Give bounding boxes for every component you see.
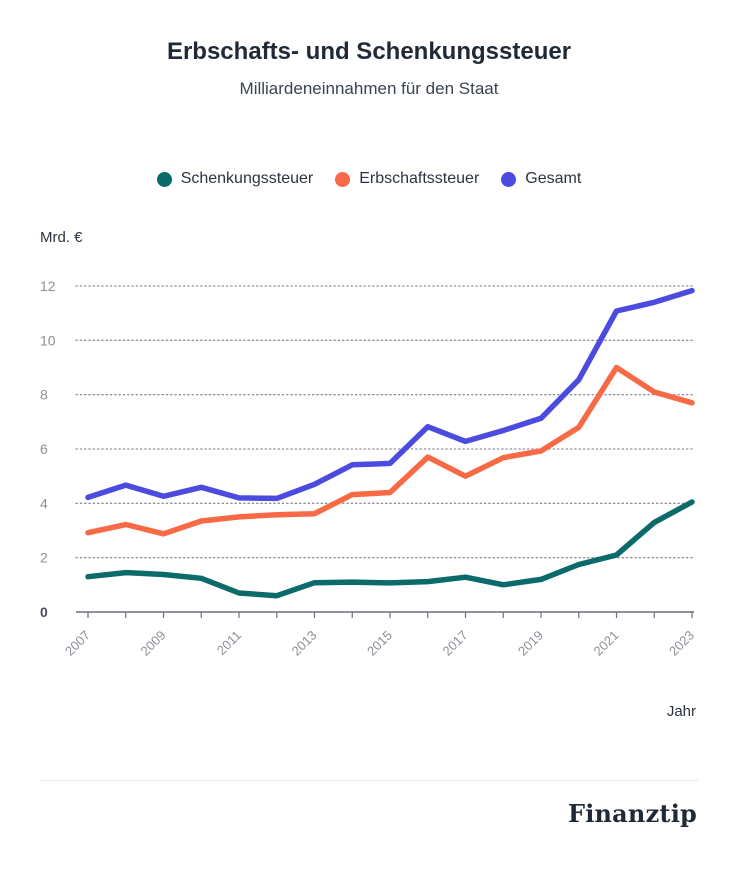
legend-label: Erbschaftssteuer <box>359 170 480 187</box>
legend-dot-icon <box>156 171 172 187</box>
y-tick-label: 6 <box>40 441 48 457</box>
y-tick-label: 2 <box>40 550 48 566</box>
x-tick-label: 2019 <box>515 628 546 659</box>
legend-label: Gesamt <box>525 170 582 187</box>
series-line-schenkungssteuer <box>85 499 695 599</box>
legend-dot-icon <box>501 171 517 187</box>
x-tick-label: 2009 <box>138 628 169 659</box>
x-tick-label: 2011 <box>214 628 244 658</box>
footer-divider <box>40 780 698 781</box>
y-axis-label: Mrd. € <box>40 229 83 246</box>
legend-item-erbschaftssteuer[interactable]: Erbschaftssteuer <box>335 170 479 188</box>
series-line-gesamt <box>85 287 695 502</box>
legend-item-gesamt[interactable]: Gesamt <box>501 170 581 188</box>
chart-title: Erbschafts- und Schenkungssteuer <box>166 38 572 65</box>
finanztip-logo: Finanztip <box>567 799 697 828</box>
y-tick-label: 12 <box>40 278 56 294</box>
x-tick-label: 2017 <box>440 628 471 659</box>
y-tick-label: 0 <box>40 604 48 620</box>
x-tick-label: 2015 <box>364 628 395 659</box>
y-tick-label: 8 <box>40 387 48 403</box>
chart-subtitle: Milliardeneinnahmen für den Staat <box>239 79 499 98</box>
chart-legend: Schenkungssteuer Erbschaftssteuer Gesamt <box>0 170 738 188</box>
x-tick-label: 2007 <box>62 628 93 659</box>
series-line-erbschaftssteuer <box>85 364 695 537</box>
x-axis-label: Jahr <box>667 703 696 720</box>
x-tick-label: 2023 <box>666 628 697 659</box>
y-tick-label: 10 <box>40 332 56 348</box>
line-chart: Mrd. € 0 2 4 6 8 10 12 2007 2009 2011 2013 2015 2017 2… <box>40 229 697 720</box>
x-tick-label: 2021 <box>591 628 622 659</box>
y-tick-label: 4 <box>40 495 48 511</box>
legend-dot-icon <box>335 171 351 187</box>
legend-item-schenkungssteuer[interactable]: Schenkungssteuer <box>156 170 314 188</box>
x-tick-label: 2013 <box>289 628 320 659</box>
legend-label: Schenkungssteuer <box>180 170 314 187</box>
